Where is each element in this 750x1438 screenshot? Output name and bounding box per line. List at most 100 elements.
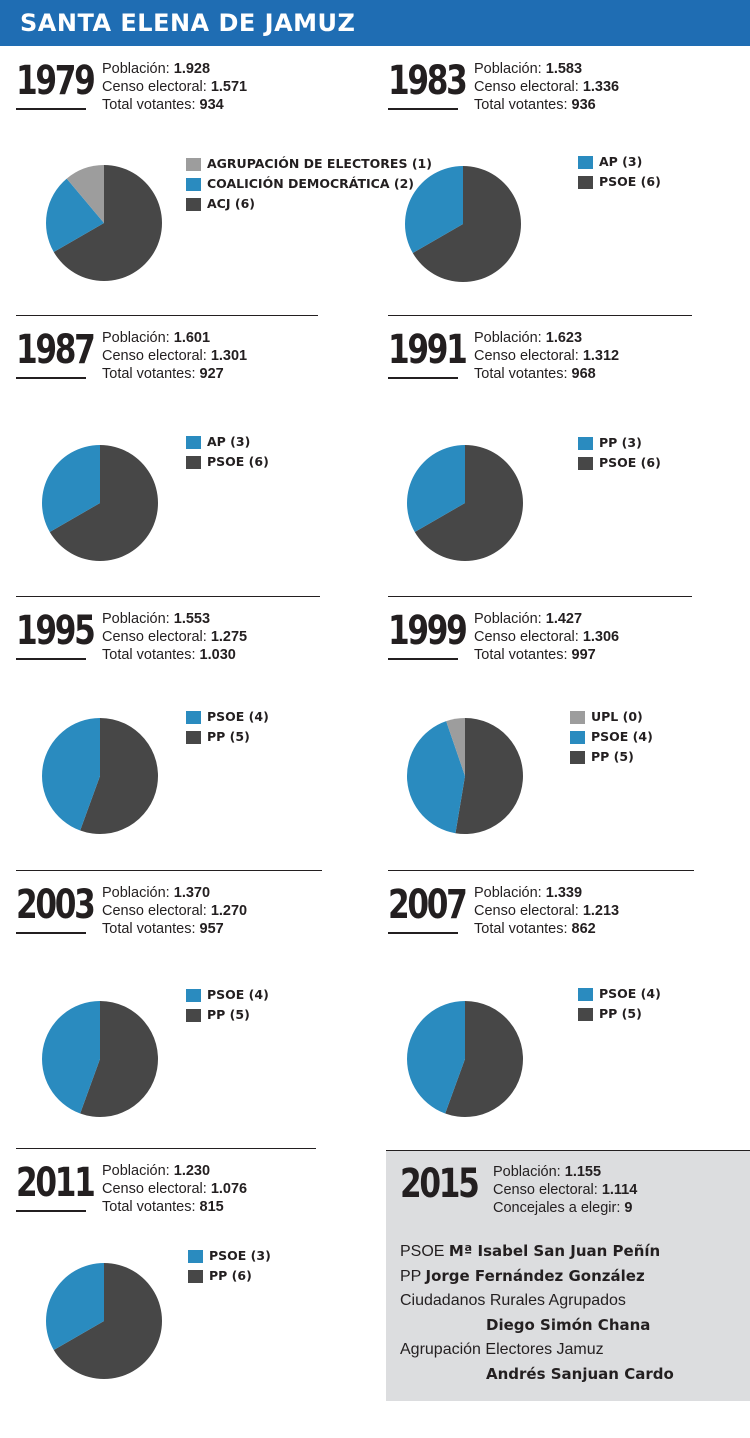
election-panel-2003: 2003 Población: 1.370 Censo electoral: 1.2… xyxy=(16,870,386,1160)
poblacion-row: Población: 1.601 xyxy=(102,330,211,346)
stats-block: Población: 1.928 Censo electoral: 1.571 To… xyxy=(102,60,247,114)
votantes-row: Total votantes: 862 xyxy=(474,921,596,937)
stats-block: Población: 1.230 Censo electoral: 1.076 To… xyxy=(102,1162,247,1216)
legend-label: PP (5) xyxy=(599,1006,642,1021)
legend-swatch xyxy=(186,157,201,171)
header-bar: SANTA ELENA DE JAMUZ xyxy=(0,0,750,46)
divider-line xyxy=(388,315,692,316)
year-underline xyxy=(16,932,86,934)
year-underline xyxy=(16,108,86,110)
legend-swatch xyxy=(186,197,201,211)
pie-slice xyxy=(46,178,104,252)
legend-swatch xyxy=(186,1008,201,1022)
legend-swatch xyxy=(188,1269,203,1283)
pie-slice xyxy=(445,1001,524,1117)
censo-row: Censo electoral: 1.336 xyxy=(474,79,620,95)
poblacion-row: Población: 1.427 xyxy=(474,611,583,627)
page-title: SANTA ELENA DE JAMUZ xyxy=(20,9,356,37)
legend-swatch xyxy=(578,155,593,169)
stats-block: Población: 1.339 Censo electoral: 1.213 To… xyxy=(474,884,619,938)
legend-item: PP (5) xyxy=(578,1004,661,1024)
votantes-row: Total votantes: 934 xyxy=(102,97,224,113)
year-label: 1995 xyxy=(16,608,96,654)
stats-block: Población: 1.427 Censo electoral: 1.306 To… xyxy=(474,610,619,664)
divider-line xyxy=(16,1148,316,1149)
legend-label: ACJ (6) xyxy=(207,196,255,211)
votantes-row: Total votantes: 1.030 xyxy=(102,647,236,663)
election-panel-1991: 1991 Población: 1.623 Censo electoral: 1.3… xyxy=(388,315,750,605)
pie-slice xyxy=(45,1263,104,1350)
legend-item: PSOE (6) xyxy=(578,453,661,473)
year-underline xyxy=(388,658,458,660)
legend-swatch xyxy=(578,436,593,450)
pie-chart-1987 xyxy=(41,445,158,561)
votantes-row: Total votantes: 997 xyxy=(474,647,596,663)
poblacion-row: Población: 1.583 xyxy=(474,61,583,77)
legend-swatch xyxy=(186,710,201,724)
pie-slice xyxy=(53,1263,162,1379)
stats-block: Población: 1.601 Censo electoral: 1.301 To… xyxy=(102,329,247,383)
divider-line xyxy=(388,870,694,871)
year-label: 1987 xyxy=(16,327,96,373)
legend-item: ACJ (6) xyxy=(186,194,432,214)
candidate-psoe: PSOE Mª Isabel San Juan Peñín xyxy=(400,1242,661,1260)
legend-label: PSOE (6) xyxy=(207,454,269,469)
poblacion-row: Población: 1.928 xyxy=(102,61,211,77)
poblacion-row: Población: 1.370 xyxy=(102,885,211,901)
votantes-row: Total votantes: 936 xyxy=(474,97,596,113)
legend-item: PSOE (4) xyxy=(186,707,269,727)
legend: AP (3) PSOE (6) xyxy=(186,432,269,472)
legend-item: PP (5) xyxy=(186,1005,269,1025)
votantes-row: Total votantes: 927 xyxy=(102,366,224,382)
poblacion-row: Población: 1.623 xyxy=(474,330,583,346)
legend-swatch xyxy=(578,175,593,189)
legend-label: PSOE (6) xyxy=(599,455,661,470)
legend-swatch xyxy=(578,1007,593,1021)
pie-slice xyxy=(66,165,104,223)
stats-block: Población: 1.583 Censo electoral: 1.336 To… xyxy=(474,60,619,114)
year-label: 1979 xyxy=(16,58,96,104)
divider-line xyxy=(16,315,318,316)
election-panel-1999: 1999 Población: 1.427 Censo electoral: 1.3… xyxy=(388,596,750,886)
legend-item: AGRUPACIÓN DE ELECTORES (1) xyxy=(186,154,432,174)
year-label: 2003 xyxy=(16,882,96,928)
legend-item: PP (6) xyxy=(188,1266,271,1286)
censo-row: Censo electoral: 1.275 xyxy=(102,629,248,645)
legend: PSOE (4) PP (5) xyxy=(186,985,269,1025)
legend-item: PSOE (6) xyxy=(578,172,661,192)
legend-swatch xyxy=(188,1249,203,1263)
year-underline xyxy=(16,377,86,379)
legend-label: PP (5) xyxy=(207,729,250,744)
pie-slice xyxy=(53,165,162,281)
divider-line xyxy=(388,596,692,597)
pie-chart-1979 xyxy=(46,165,162,281)
legend-label: PSOE (4) xyxy=(591,729,653,744)
votantes-row: Total votantes: 968 xyxy=(474,366,596,382)
pie-slice xyxy=(80,1001,159,1117)
legend: PSOE (3) PP (6) xyxy=(188,1246,271,1286)
pie-chart-1991 xyxy=(406,445,523,561)
legend-item: AP (3) xyxy=(186,432,269,452)
legend-swatch xyxy=(578,987,593,1001)
legend-item: COALICIÓN DEMOCRÁTICA (2) xyxy=(186,174,432,194)
election-panel-1987: 1987 Población: 1.601 Censo electoral: 1.3… xyxy=(16,315,386,605)
legend-label: PSOE (4) xyxy=(207,709,269,724)
legend: PP (3) PSOE (6) xyxy=(578,433,661,473)
pie-slice xyxy=(406,445,465,532)
legend-label: PP (5) xyxy=(207,1007,250,1022)
concejales-row: Concejales a elegir: 9 xyxy=(493,1200,633,1216)
pie-slice xyxy=(455,718,523,834)
pie-slice xyxy=(406,721,465,834)
legend-item: PSOE (4) xyxy=(578,984,661,1004)
censo-row: Censo electoral: 1.114 xyxy=(493,1182,638,1198)
pie-chart-1995 xyxy=(42,718,159,834)
divider-line xyxy=(16,596,320,597)
election-panel-1995: 1995 Población: 1.553 Censo electoral: 1.2… xyxy=(16,596,386,886)
legend-label: COALICIÓN DEMOCRÁTICA (2) xyxy=(207,176,415,191)
year-underline xyxy=(388,108,458,110)
stats-block: Población: 1.370 Censo electoral: 1.270 To… xyxy=(102,884,247,938)
pie-slice xyxy=(404,166,463,253)
legend: AP (3) PSOE (6) xyxy=(578,152,661,192)
pie-chart-2011 xyxy=(45,1263,162,1379)
pie-slice xyxy=(446,718,465,776)
